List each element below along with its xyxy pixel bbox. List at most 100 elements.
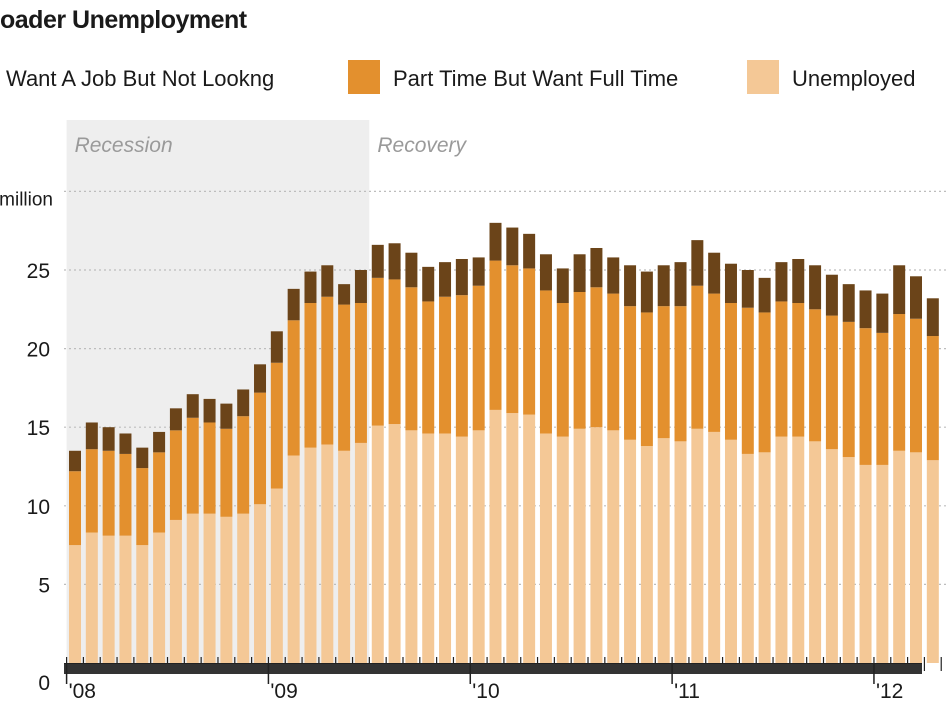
bar-segment-part-time-but-want-full-time xyxy=(69,471,81,546)
bar-segment-unemployed xyxy=(506,413,519,663)
bar-segment-part-time-but-want-full-time xyxy=(321,296,334,445)
bar-segment-want-a-job-but-not-lookng xyxy=(573,254,586,293)
legend-swatch xyxy=(348,60,380,94)
bar-segment-part-time-but-want-full-time xyxy=(153,452,166,533)
bar-segment-unemployed xyxy=(405,430,418,663)
bar-segment-unemployed xyxy=(607,430,620,663)
bar-segment-unemployed xyxy=(792,436,805,663)
bar-segment-want-a-job-but-not-lookng xyxy=(876,293,889,333)
bar-segment-unemployed xyxy=(136,545,149,663)
x-tick-label: '11 xyxy=(674,680,700,703)
bar-segment-want-a-job-but-not-lookng xyxy=(842,284,855,322)
bar-segment-part-time-but-want-full-time xyxy=(674,306,687,442)
bar-segment-unemployed xyxy=(724,439,737,663)
bar-segment-want-a-job-but-not-lookng xyxy=(237,389,250,417)
bar-segment-unemployed xyxy=(674,441,687,663)
bar-segment-unemployed xyxy=(203,513,216,663)
bar-segment-part-time-but-want-full-time xyxy=(136,468,149,546)
bar-segment-want-a-job-but-not-lookng xyxy=(321,265,334,297)
bar-segment-unemployed xyxy=(825,449,838,663)
bar-segment-part-time-but-want-full-time xyxy=(270,362,283,489)
bar-segment-want-a-job-but-not-lookng xyxy=(607,257,620,294)
bar-segment-unemployed xyxy=(254,504,267,663)
bar-segment-unemployed xyxy=(775,436,788,663)
bar-segment-part-time-but-want-full-time xyxy=(825,315,838,450)
bar-segment-unemployed xyxy=(237,513,250,663)
bar-segment-want-a-job-but-not-lookng xyxy=(203,398,216,423)
bar-segment-unemployed xyxy=(539,433,552,663)
bar-segment-unemployed xyxy=(624,439,637,663)
bar-segment-part-time-but-want-full-time xyxy=(287,320,300,456)
bar-segment-unemployed xyxy=(304,447,317,663)
bar-segment-unemployed xyxy=(741,453,754,663)
y-tick-label: 5 xyxy=(38,574,50,597)
chart-title: oader Unemployment xyxy=(0,6,247,34)
bar-segment-unemployed xyxy=(119,535,132,663)
bar-segment-want-a-job-but-not-lookng xyxy=(287,288,300,321)
bar-segment-want-a-job-but-not-lookng xyxy=(254,364,267,393)
y-tick-label: 25 xyxy=(27,260,50,283)
region-label-recovery: Recovery xyxy=(377,134,467,157)
bar-segment-want-a-job-but-not-lookng xyxy=(539,254,552,291)
bar-segment-want-a-job-but-not-lookng xyxy=(926,298,939,337)
bar-segment-want-a-job-but-not-lookng xyxy=(775,262,788,302)
shaded-region-recession xyxy=(66,120,370,663)
bar-segment-part-time-but-want-full-time xyxy=(741,307,754,454)
bar-segment-want-a-job-but-not-lookng xyxy=(724,263,737,304)
bar-segment-unemployed xyxy=(926,460,939,663)
bar-segment-part-time-but-want-full-time xyxy=(338,304,351,451)
bar-segment-want-a-job-but-not-lookng xyxy=(354,270,367,304)
bar-segment-want-a-job-but-not-lookng xyxy=(455,258,468,296)
bar-segment-part-time-but-want-full-time xyxy=(354,303,367,443)
bar-segment-unemployed xyxy=(657,438,670,663)
bar-segment-unemployed xyxy=(590,427,603,663)
bar-segment-part-time-but-want-full-time xyxy=(775,301,788,437)
bar-segment-want-a-job-but-not-lookng xyxy=(792,258,805,304)
bar-segment-want-a-job-but-not-lookng xyxy=(169,408,182,431)
bar-segment-want-a-job-but-not-lookng xyxy=(624,265,637,307)
bar-segment-unemployed xyxy=(640,446,653,663)
bar-segment-want-a-job-but-not-lookng xyxy=(439,262,452,297)
bar-segment-want-a-job-but-not-lookng xyxy=(741,270,754,308)
bar-segment-want-a-job-but-not-lookng xyxy=(859,290,872,329)
bar-segment-want-a-job-but-not-lookng xyxy=(809,265,822,310)
bar-segment-want-a-job-but-not-lookng xyxy=(708,252,721,294)
bar-segment-part-time-but-want-full-time xyxy=(102,450,115,536)
bar-segment-part-time-but-want-full-time xyxy=(489,260,502,410)
bar-segment-part-time-but-want-full-time xyxy=(85,449,98,533)
y-axis-label: million xyxy=(0,189,53,210)
bar-segment-want-a-job-but-not-lookng xyxy=(371,244,384,278)
x-tick-label: '12 xyxy=(876,680,903,703)
bar-segment-want-a-job-but-not-lookng xyxy=(422,266,435,302)
bar-segment-unemployed xyxy=(321,444,334,663)
bar-segment-want-a-job-but-not-lookng xyxy=(388,243,401,280)
bar-segment-unemployed xyxy=(69,545,81,663)
bar-segment-want-a-job-but-not-lookng xyxy=(674,262,687,307)
bar-segment-unemployed xyxy=(910,452,922,663)
bar-segment-part-time-but-want-full-time xyxy=(203,422,216,514)
bar-segment-want-a-job-but-not-lookng xyxy=(506,227,519,266)
bar-segment-part-time-but-want-full-time xyxy=(304,303,317,448)
bar-segment-want-a-job-but-not-lookng xyxy=(893,265,906,315)
bar-segment-unemployed xyxy=(758,452,771,663)
bar-segment-part-time-but-want-full-time xyxy=(556,303,569,437)
bar-segment-part-time-but-want-full-time xyxy=(254,392,267,505)
bar-segment-unemployed xyxy=(859,464,872,663)
bar-segment-unemployed xyxy=(708,431,721,663)
bar-segment-part-time-but-want-full-time xyxy=(388,279,401,425)
bar-segment-part-time-but-want-full-time xyxy=(472,285,485,431)
x-axis-strip xyxy=(64,664,922,674)
bar-segment-part-time-but-want-full-time xyxy=(506,265,519,414)
bar-segment-part-time-but-want-full-time xyxy=(186,417,199,514)
region-label-recession: Recession xyxy=(75,134,173,157)
bar-segment-want-a-job-but-not-lookng xyxy=(220,403,233,429)
bar-segment-want-a-job-but-not-lookng xyxy=(119,433,132,454)
y-tick-label: 10 xyxy=(27,496,50,519)
bar-segment-unemployed xyxy=(876,464,889,663)
bar-segment-unemployed xyxy=(338,450,351,663)
bar-segment-want-a-job-but-not-lookng xyxy=(691,240,704,286)
y-tick-label: 15 xyxy=(27,417,50,440)
x-tick-label: '09 xyxy=(270,680,297,703)
bar-segment-part-time-but-want-full-time xyxy=(624,306,637,440)
